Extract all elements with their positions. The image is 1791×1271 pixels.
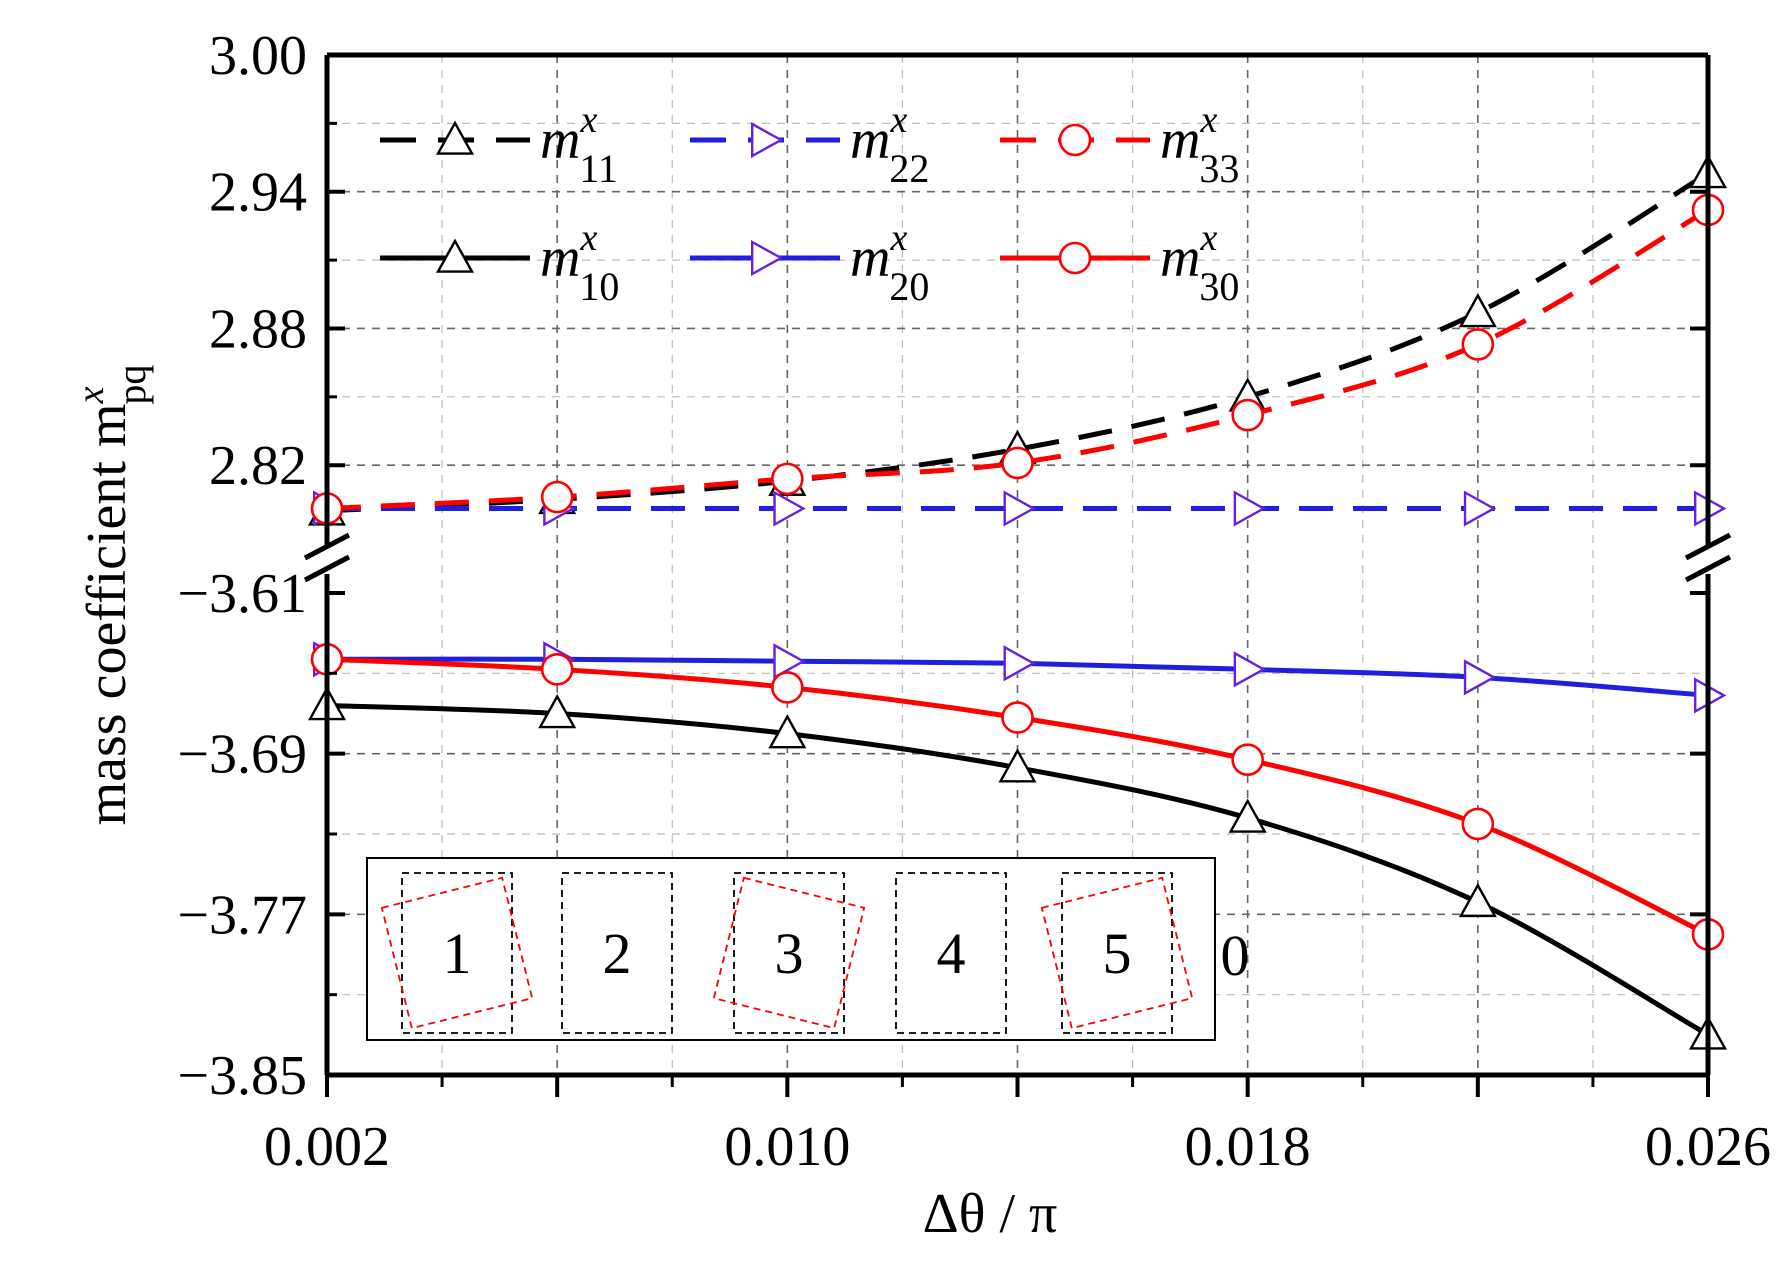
legend-label: mx 30 — [1160, 217, 1239, 309]
x-tick-label: 0.018 — [1185, 1116, 1311, 1178]
data-point — [1233, 490, 1267, 527]
inset-rotated-square — [712, 876, 866, 1030]
legend-entry-33: mx 33 — [1000, 99, 1239, 191]
data-point — [1231, 743, 1264, 776]
legend-label: mx 20 — [850, 217, 929, 309]
inset-label: 3 — [775, 921, 804, 986]
data-point — [768, 714, 807, 749]
x-axis-title: Δθ / π — [923, 1183, 1058, 1245]
data-point — [1058, 123, 1092, 157]
axis-break-mark — [303, 532, 351, 561]
data-point — [1463, 490, 1497, 527]
axis-break-mark — [303, 554, 351, 583]
x-tick-label: 0.002 — [264, 1116, 390, 1178]
y-tick-label: 2.88 — [209, 298, 307, 360]
data-point — [1001, 446, 1034, 480]
data-point — [538, 694, 577, 729]
series-22 — [313, 490, 1727, 527]
x-tick-label: 0.010 — [724, 1116, 850, 1178]
data-point — [1461, 328, 1495, 361]
axis-break-mark — [1684, 554, 1732, 583]
series-30 — [310, 642, 1725, 951]
data-point — [435, 120, 475, 155]
data-point — [1458, 882, 1497, 918]
axis-ticks: 3.00 2.94 2.88 2.82 −3.61 −3.69 −3.77 −3.85 0.00… — [177, 25, 1771, 1178]
data-point — [771, 462, 804, 496]
inset-box: 1 2 3 4 5 0 — [366, 857, 1250, 1041]
inset-label: 1 — [443, 921, 472, 986]
inset-square — [401, 872, 513, 1034]
y-tick-label: −3.77 — [177, 884, 307, 946]
inset-frame — [366, 857, 1216, 1041]
data-point — [1228, 798, 1267, 833]
inset-label: 2 — [603, 921, 632, 986]
legend-entry-30: mx 30 — [1000, 217, 1239, 309]
plot-series — [307, 154, 1728, 1050]
y-tick-label: 2.82 — [209, 435, 307, 497]
axis-break-mark — [1684, 532, 1732, 561]
y-tick-label: 3.00 — [209, 25, 307, 87]
y-axis-title-sub: pq — [109, 365, 154, 405]
data-point — [1463, 659, 1497, 696]
inset-square — [561, 872, 673, 1034]
inset-label: 5 — [1103, 921, 1132, 986]
data-point — [1003, 490, 1036, 527]
legend-label: mx 33 — [1160, 99, 1239, 191]
data-point — [1001, 701, 1034, 734]
data-point — [540, 653, 574, 686]
legend-entry-22: mx 22 — [690, 99, 929, 191]
inset-square — [733, 872, 845, 1034]
inset-label: 0 — [1221, 923, 1250, 988]
y-tick-label: −3.85 — [177, 1045, 307, 1107]
data-point — [1003, 645, 1036, 682]
y-tick-label: −3.61 — [177, 563, 307, 625]
series-20 — [313, 641, 1727, 714]
legend-label: mx 22 — [850, 99, 929, 191]
data-point — [751, 239, 784, 277]
x-tick-label: 0.026 — [1645, 1116, 1771, 1178]
data-point — [771, 671, 804, 704]
y-tick-label: 2.94 — [209, 162, 307, 224]
y-axis-title-sup: x — [70, 386, 112, 404]
legend-entry-20: mx 20 — [690, 217, 929, 309]
legend-entry-11: mx 11 — [380, 99, 618, 191]
legend-label: mx 11 — [540, 99, 618, 191]
inset-rotated-square — [1040, 876, 1194, 1030]
data-point — [540, 480, 574, 514]
legend-label: mx 10 — [540, 217, 619, 309]
data-point — [1458, 293, 1497, 328]
data-point — [1058, 241, 1092, 275]
data-point — [998, 748, 1037, 783]
y-axis-title: mass coefficient mxpq — [70, 365, 154, 826]
inset-square — [895, 872, 1007, 1034]
legend: mx 11 mx 22 mx 33 mx 10 mx 20 mx 30 — [380, 99, 1239, 309]
data-point — [435, 238, 475, 273]
inset-square — [1061, 872, 1173, 1034]
data-point — [773, 490, 806, 527]
legend-entry-10: mx 10 — [380, 217, 619, 309]
data-point — [751, 121, 784, 159]
y-tick-label: −3.69 — [177, 724, 307, 786]
inset-rotated-square — [380, 876, 534, 1030]
data-point — [1461, 807, 1495, 841]
series-33 — [310, 193, 1725, 525]
inset-label: 4 — [937, 921, 966, 986]
data-point — [1231, 398, 1264, 432]
y-axis-title-text: mass coefficient m — [76, 403, 138, 825]
data-point — [773, 643, 806, 680]
data-point — [1233, 651, 1267, 688]
